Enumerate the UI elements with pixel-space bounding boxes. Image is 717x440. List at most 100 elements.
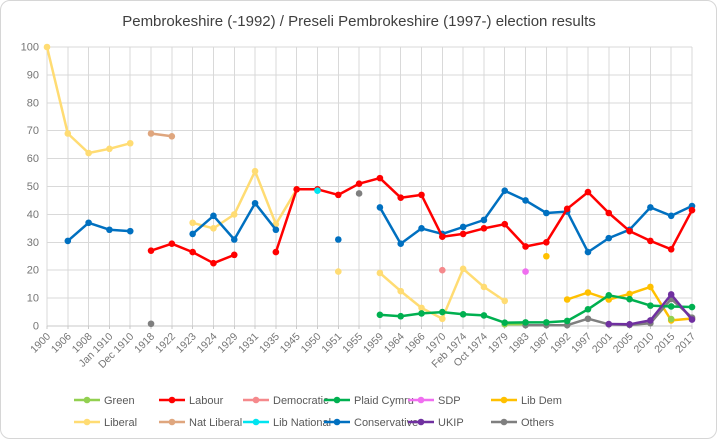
data-point-plaid-cymru <box>688 303 696 311</box>
data-point-liberal <box>480 283 488 291</box>
y-axis-tick-label: 80 <box>27 97 39 109</box>
y-axis-tick-label: 50 <box>27 181 39 193</box>
y-axis-tick-label: 20 <box>27 265 39 277</box>
data-point-liberal <box>210 225 217 232</box>
series-lib-national <box>314 187 321 194</box>
data-point-labour <box>605 209 613 217</box>
data-point-conservative <box>189 230 196 238</box>
x-axis-tick-label: 1923 <box>174 331 199 356</box>
data-point-conservative <box>210 212 217 220</box>
data-point-conservative <box>126 227 134 235</box>
series-nat-liberal <box>147 130 176 140</box>
data-point-plaid-cymru <box>397 312 405 320</box>
data-point-labour <box>210 259 217 267</box>
legend-marker-dot <box>500 418 508 426</box>
legend-label: SDP <box>438 395 461 407</box>
legend-marker-dot <box>168 418 176 426</box>
data-point-ukip <box>688 316 696 323</box>
legend-label: Democratic <box>273 395 329 407</box>
data-point-sdp <box>522 268 529 275</box>
legend-label: Lib National <box>273 417 331 429</box>
y-axis-tick-label: 30 <box>27 237 39 249</box>
y-axis-tick-label: 40 <box>27 209 39 221</box>
data-point-conservative <box>376 204 384 211</box>
data-point-conservative <box>501 187 509 194</box>
data-point-labour <box>543 239 550 246</box>
y-axis-tick-label: 0 <box>33 321 39 333</box>
data-point-liberal <box>106 145 113 153</box>
x-axis-tick-label: 1935 <box>257 331 282 356</box>
data-point-liberal <box>251 167 259 175</box>
data-point-plaid-cymru <box>480 312 488 319</box>
data-point-lib-national <box>314 187 321 194</box>
data-point-plaid-cymru <box>439 308 446 316</box>
x-axis-tick-label: 1929 <box>215 331 240 356</box>
data-point-conservative <box>522 197 529 204</box>
legend-item-conservative: Conservative <box>324 417 418 429</box>
legend-label: Labour <box>189 395 224 407</box>
x-axis-tick-label: 1906 <box>49 331 74 356</box>
data-point-conservative <box>605 234 613 242</box>
data-point-others <box>147 320 155 328</box>
y-axis-tick-label: 70 <box>27 125 39 137</box>
legend-item-others: Others <box>491 417 555 429</box>
data-point-others <box>355 190 363 197</box>
data-point-conservative <box>106 226 113 234</box>
y-axis-labels: 0 10 20 30 40 50 60 70 80 90 100 <box>21 42 39 333</box>
data-point-labour <box>626 227 633 235</box>
legend-item-nat-liberal: Nat Liberal <box>159 417 242 429</box>
data-point-liberal <box>64 130 72 137</box>
x-axis-tick-label: 1964 <box>382 331 407 356</box>
data-point-liberal <box>85 149 92 157</box>
data-point-liberal <box>397 287 405 295</box>
series-line-conservative <box>378 189 694 254</box>
series-democratic <box>439 266 446 274</box>
x-axis-tick-label: 2005 <box>611 331 636 356</box>
x-axis-tick-label: 1997 <box>569 331 594 356</box>
data-point-liberal <box>334 268 342 275</box>
data-point-conservative <box>334 236 342 243</box>
x-axis-tick-label: 1900 <box>28 331 53 356</box>
legend-marker-dot <box>168 396 176 404</box>
data-point-liberal <box>230 211 238 218</box>
data-point-conservative <box>584 248 592 256</box>
data-point-lib-dem <box>563 296 571 303</box>
data-point-labour <box>480 225 488 232</box>
data-point-conservative <box>397 240 405 247</box>
data-point-labour <box>355 180 363 188</box>
data-point-labour <box>688 206 696 214</box>
data-point-labour <box>563 205 571 213</box>
series-line-plaid-cymru <box>378 294 694 324</box>
data-point-liberal <box>418 304 425 312</box>
data-point-conservative <box>272 226 280 234</box>
legend-marker-dot <box>83 418 91 426</box>
legend-marker-dot <box>417 396 425 404</box>
data-point-labour <box>667 245 675 253</box>
data-point-lib-dem <box>584 289 592 296</box>
x-axis-tick-label: 2010 <box>632 331 657 356</box>
legend-label: UKIP <box>438 417 464 429</box>
data-point-labour <box>439 233 446 241</box>
x-axis-tick-label: 2001 <box>590 331 615 356</box>
legend-marker-dot <box>333 418 341 426</box>
series-ukip <box>605 291 696 328</box>
data-point-conservative <box>251 199 259 207</box>
data-point-nat-liberal <box>168 132 176 140</box>
data-point-labour <box>147 247 155 254</box>
x-axis-tick-label: 1918 <box>132 331 157 356</box>
gridlines <box>46 46 693 329</box>
data-point-plaid-cymru <box>459 310 467 318</box>
x-axis-tick-label: 1950 <box>299 331 324 356</box>
data-point-conservative <box>543 209 550 217</box>
data-point-others <box>584 315 592 323</box>
y-axis-tick-label: 10 <box>27 293 39 305</box>
legend-label: Plaid Cymru <box>354 395 414 407</box>
legend-marker-dot <box>333 396 341 404</box>
legend-label: Conservative <box>354 417 418 429</box>
data-point-plaid-cymru <box>501 319 509 326</box>
x-axis-tick-label: 2015 <box>652 331 677 356</box>
chart-title: Pembrokeshire (-1992) / Preseli Pembroke… <box>122 13 596 30</box>
x-axis-tick-label: 1992 <box>548 331 573 356</box>
series-line-nat-liberal <box>149 132 174 138</box>
